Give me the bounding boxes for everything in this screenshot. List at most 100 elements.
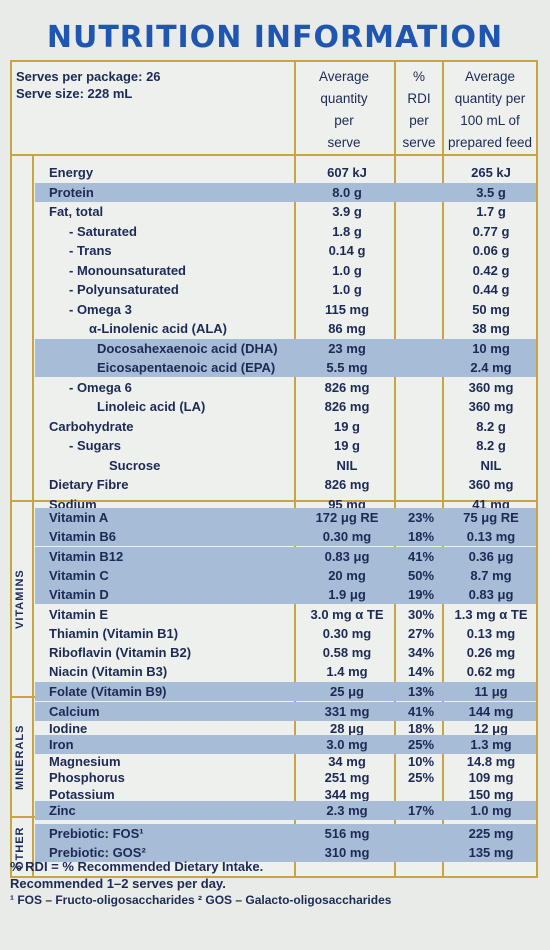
per-serve-value: 331 mg: [324, 704, 370, 719]
per-serve-value: 1.9 μg: [328, 587, 366, 603]
per-100ml-value: 2.4 mg: [470, 360, 512, 375]
serving-info: Serves per package: 26 Serve size: 228 m…: [16, 68, 161, 102]
nutrient-name: Phosphorus: [49, 770, 125, 785]
per-serve-value: 516 mg: [324, 826, 370, 841]
per-100ml-value: 0.77 g: [472, 223, 510, 239]
per-100ml-value: 38 mg: [472, 321, 510, 336]
per-100ml-value: 0.44 g: [472, 282, 510, 297]
table-row: - Saturated 1.8 g 0.77 g: [35, 222, 536, 241]
nutrient-name: Protein: [49, 184, 94, 200]
per-serve-value: 172 μg RE: [315, 510, 379, 525]
per-100ml-value: 150 mg: [468, 786, 514, 802]
vitamins-separator: [12, 500, 536, 502]
rdi-value: 10%: [407, 753, 435, 769]
per-100ml-value: 11 μg: [474, 683, 508, 699]
table-row: Riboflavin (Vitamin B2) 0.58 mg 34% 0.26 mg: [35, 643, 536, 662]
per-100ml-value: 8.2 g: [476, 418, 506, 434]
rdi-value: 14%: [407, 664, 435, 680]
per-100ml-value: 225 mg: [468, 826, 514, 841]
rdi-value: 50%: [407, 567, 435, 583]
per-100ml-value: 8.2 g: [476, 438, 506, 453]
header-per-100ml: Average quantity per 100 mL of prepared …: [447, 69, 533, 150]
per-100ml-value: NIL: [480, 457, 502, 473]
header-rdi: % RDI per serve: [402, 69, 436, 150]
nutrient-name: Sucrose: [109, 457, 161, 473]
section-label-minerals: MINERALS: [14, 724, 26, 790]
table-row: Potassium 344 mg 150 mg: [35, 785, 536, 804]
rdi-value: 19%: [407, 587, 435, 603]
per-serve-value: 251 mg: [324, 770, 370, 785]
nutrient-name: Vitamin E: [49, 606, 109, 622]
table-row: Vitamin B12 0.83 μg 41% 0.36 μg: [35, 546, 536, 566]
nutrient-name: Niacin (Vitamin B3): [49, 664, 168, 680]
nutrient-name: Vitamin A: [49, 510, 109, 525]
nutrient-name: Iodine: [49, 720, 88, 736]
nutrient-name: Docosahexaenoic acid (DHA): [97, 340, 278, 356]
table-row: - Omega 6 826 mg 360 mg: [35, 378, 536, 397]
per-100ml-value: 1.0 mg: [470, 803, 512, 818]
per-serve-value: 19 g: [333, 438, 360, 453]
per-serve-value: 86 mg: [328, 321, 366, 336]
per-serve-value: 607 kJ: [327, 165, 367, 180]
per-serve-value: 5.5 mg: [326, 360, 368, 375]
per-serve-value: 1.4 mg: [326, 664, 368, 680]
table-row: Linoleic acid (LA) 826 mg 360 mg: [35, 397, 536, 416]
table-row: Niacin (Vitamin B3) 1.4 mg 14% 0.62 mg: [35, 662, 536, 681]
column-divider: [394, 62, 396, 876]
nutrient-name: Vitamin B12: [49, 548, 124, 564]
nutrient-name: Vitamin C: [49, 567, 109, 583]
per-serve-value: 8.0 g: [332, 184, 362, 200]
table-row: Vitamin D 1.9 μg 19% 0.83 μg: [35, 585, 536, 605]
rdi-value: 41%: [407, 704, 435, 719]
per-serve-value: 23 mg: [328, 340, 366, 356]
per-serve-value: 115 mg: [324, 301, 370, 317]
nutrient-name: Magnesium: [49, 753, 121, 769]
nutrient-name: - Trans: [69, 243, 112, 258]
per-100ml-value: 144 mg: [468, 704, 514, 719]
per-100ml-value: 0.83 μg: [468, 587, 514, 603]
nutrient-name: Fat, total: [49, 204, 104, 219]
per-serve-value: NIL: [336, 457, 358, 473]
nutrient-name: α-Linolenic acid (ALA): [89, 321, 227, 336]
table-row: Vitamin E 3.0 mg α TE 30% 1.3 mg α TE: [35, 605, 536, 624]
table-row: Zinc 2.3 mg 17% 1.0 mg: [35, 801, 536, 820]
table-row: Prebiotic: GOS² 310 mg 135 mg: [35, 843, 536, 862]
per-serve-value: 826 mg: [324, 477, 370, 492]
footnote-rdi: % RDI = % Recommended Dietary Intake.: [10, 859, 264, 874]
nutrient-name: Riboflavin (Vitamin B2): [49, 645, 192, 661]
per-100ml-value: 3.5 g: [476, 184, 506, 200]
rdi-value: 13%: [407, 683, 435, 699]
table-row: - Omega 3 115 mg 50 mg: [35, 300, 536, 319]
nutrient-name: - Omega 6: [69, 379, 132, 395]
nutrient-name: Prebiotic: GOS²: [49, 845, 146, 860]
table-row: Dietary Fibre 826 mg 360 mg: [35, 475, 536, 494]
per-100ml-value: 0.26 mg: [466, 645, 516, 661]
per-100ml-value: 1.3 mg: [470, 737, 512, 752]
rdi-value: 25%: [407, 770, 435, 785]
nutrient-name: - Monounsaturated: [69, 262, 186, 278]
nutrient-name: Calcium: [49, 704, 100, 719]
nutrient-name: - Saturated: [69, 223, 137, 239]
column-divider: [442, 62, 444, 876]
table-row: - Monounsaturated 1.0 g 0.42 g: [35, 261, 536, 280]
nutrient-name: Eicosapentaenoic acid (EPA): [97, 360, 276, 375]
per-100ml-value: 360 mg: [468, 399, 514, 414]
per-100ml-value: 0.62 mg: [466, 664, 516, 680]
table-row: - Polyunsaturated 1.0 g 0.44 g: [35, 280, 536, 299]
page-title: NUTRITION INFORMATION: [46, 20, 504, 55]
rdi-value: 17%: [407, 803, 435, 818]
per-100ml-value: 1.7 g: [476, 204, 506, 219]
per-serve-value: 0.83 μg: [324, 548, 370, 564]
per-serve-value: 310 mg: [324, 845, 370, 860]
per-serve-value: 826 mg: [324, 379, 370, 395]
table-row: Fat, total 3.9 g 1.7 g: [35, 202, 536, 221]
per-100ml-value: 8.7 mg: [470, 567, 512, 583]
per-serve-value: 1.0 g: [332, 282, 362, 297]
rdi-value: 41%: [407, 548, 435, 564]
per-100ml-value: 12 μg: [474, 720, 508, 736]
nutrient-name: Iron: [49, 737, 74, 752]
table-row: Magnesium 34 mg 10% 14.8 mg: [35, 752, 536, 771]
per-serve-value: 3.0 mg: [326, 737, 368, 752]
per-100ml-value: 265 kJ: [471, 165, 511, 180]
table-row: Iron 3.0 mg 25% 1.3 mg: [35, 735, 536, 754]
